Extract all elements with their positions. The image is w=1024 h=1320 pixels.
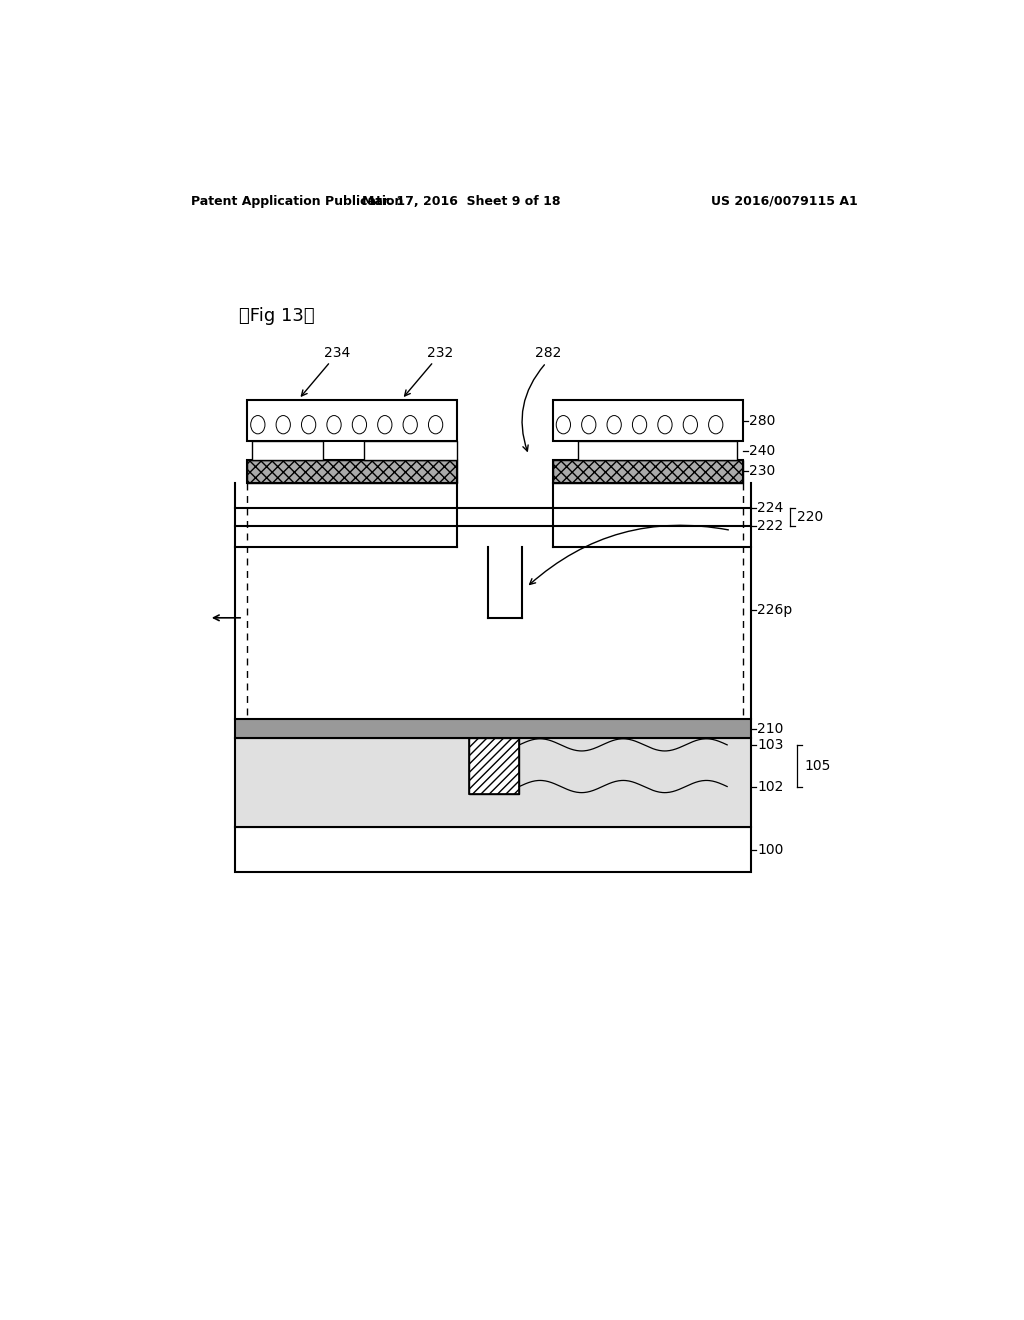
Text: 103: 103 — [758, 738, 783, 752]
Circle shape — [301, 416, 315, 434]
Bar — [553, 461, 743, 483]
Bar — [247, 461, 458, 483]
Circle shape — [428, 416, 442, 434]
Bar — [578, 441, 736, 461]
Bar — [365, 441, 458, 461]
Circle shape — [352, 416, 367, 434]
Bar — [553, 461, 743, 483]
Text: 222: 222 — [758, 519, 783, 533]
Text: 232: 232 — [427, 346, 453, 359]
Bar — [236, 719, 751, 738]
Text: 102: 102 — [758, 780, 783, 793]
Text: US 2016/0079115 A1: US 2016/0079115 A1 — [712, 194, 858, 207]
Text: 105: 105 — [804, 759, 830, 772]
Circle shape — [403, 416, 418, 434]
Text: 234: 234 — [324, 346, 350, 359]
Text: Mar. 17, 2016  Sheet 9 of 18: Mar. 17, 2016 Sheet 9 of 18 — [362, 194, 560, 207]
Bar — [469, 738, 519, 793]
Bar — [469, 738, 519, 793]
Circle shape — [556, 416, 570, 434]
Text: 220: 220 — [797, 511, 823, 524]
Circle shape — [378, 416, 392, 434]
Text: 【Fig 13】: 【Fig 13】 — [240, 308, 314, 325]
Text: 230: 230 — [750, 465, 775, 478]
Text: Patent Application Publication: Patent Application Publication — [191, 194, 403, 207]
Text: 224: 224 — [758, 502, 783, 515]
Text: 210: 210 — [758, 722, 783, 735]
Text: 240: 240 — [750, 444, 775, 458]
Bar — [247, 461, 458, 483]
Text: 280: 280 — [750, 413, 776, 428]
Bar — [247, 400, 458, 441]
Circle shape — [327, 416, 341, 434]
Text: 226p: 226p — [758, 603, 793, 616]
Circle shape — [607, 416, 622, 434]
Circle shape — [251, 416, 265, 434]
Bar — [236, 828, 751, 873]
Circle shape — [683, 416, 697, 434]
Bar — [236, 738, 751, 828]
Circle shape — [276, 416, 291, 434]
Circle shape — [582, 416, 596, 434]
Bar — [553, 400, 743, 441]
Text: 100: 100 — [758, 842, 783, 857]
Bar — [236, 508, 751, 719]
Circle shape — [709, 416, 723, 434]
Text: 282: 282 — [536, 346, 562, 359]
Circle shape — [657, 416, 672, 434]
Bar — [252, 441, 324, 461]
Circle shape — [633, 416, 647, 434]
